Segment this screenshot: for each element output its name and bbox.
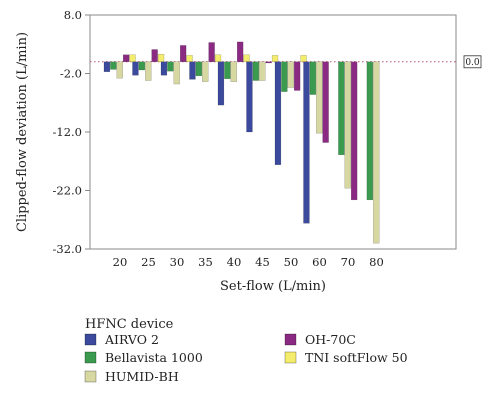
legend-item: HUMID-BH xyxy=(84,369,179,384)
bar xyxy=(167,61,174,72)
legend-label: OH-70C xyxy=(305,332,356,347)
bar xyxy=(316,61,323,134)
bar xyxy=(274,61,282,165)
x-tick-label: 70 xyxy=(341,255,356,269)
bar xyxy=(202,61,209,82)
bar xyxy=(230,61,237,82)
bar xyxy=(294,61,301,91)
bar xyxy=(217,61,225,106)
bar xyxy=(129,54,136,62)
reference-line-label-box xyxy=(463,55,482,69)
plot-frame xyxy=(89,14,457,250)
legend-swatch xyxy=(84,351,97,364)
x-tick-label: 40 xyxy=(227,255,242,269)
bar xyxy=(195,61,202,77)
x-tick-label: 20 xyxy=(113,255,128,269)
legend-item: AIRVO 2 xyxy=(84,332,159,347)
x-axis: 20 25 30 35 40 45 50 60 70 80 xyxy=(113,255,384,269)
bar xyxy=(110,61,117,70)
x-tick-label: 25 xyxy=(141,255,156,269)
bar xyxy=(252,61,259,81)
bar xyxy=(189,61,196,80)
bar xyxy=(116,61,123,79)
bar xyxy=(281,61,288,92)
legend-label: Bellavista 1000 xyxy=(105,350,203,365)
legend: HFNC device AIRVO 2 Bellavista 1000 HUMID-… xyxy=(84,317,408,384)
bar xyxy=(236,41,244,62)
bar xyxy=(338,61,345,156)
bar xyxy=(186,55,193,63)
legend-swatch xyxy=(84,333,97,346)
plot-area xyxy=(89,14,457,250)
bar xyxy=(208,42,215,62)
bar xyxy=(160,61,168,76)
bar xyxy=(259,61,266,81)
bar xyxy=(322,61,329,143)
x-tick-label: 45 xyxy=(255,255,270,269)
bar xyxy=(145,61,152,81)
bar xyxy=(303,61,310,224)
bar xyxy=(132,61,139,76)
bar xyxy=(271,55,279,63)
bars-group xyxy=(103,41,380,244)
bar xyxy=(122,54,130,62)
y-axis-title: Clipped-flow deviation (L/min) xyxy=(15,32,30,232)
reference-line-label: 0.0 xyxy=(465,58,480,68)
legend-label: AIRVO 2 xyxy=(104,332,159,347)
bar xyxy=(246,61,253,133)
bar xyxy=(265,61,272,64)
legend-item: TNI softFlow 50 xyxy=(284,350,408,365)
x-tick-label: 30 xyxy=(170,255,185,269)
bar xyxy=(366,61,373,201)
y-tick-label: -22.0 xyxy=(53,184,83,198)
x-tick-label: 50 xyxy=(284,255,299,269)
x-tick-label: 35 xyxy=(198,255,213,269)
x-axis-title: Set-flow (L/min) xyxy=(220,279,326,294)
bar xyxy=(103,61,111,72)
bar xyxy=(151,49,158,62)
y-tick-label: -2.0 xyxy=(60,67,82,81)
legend-swatch xyxy=(84,370,97,383)
y-tick-label: 8.0 xyxy=(64,8,82,22)
bar xyxy=(173,61,180,85)
bar xyxy=(214,54,222,62)
y-tick-label: -12.0 xyxy=(53,125,83,139)
legend-label: TNI softFlow 50 xyxy=(305,350,408,365)
legend-swatch xyxy=(284,351,297,364)
bar xyxy=(287,61,294,88)
bar xyxy=(243,54,250,62)
legend-item: OH-70C xyxy=(284,332,356,347)
bar xyxy=(179,45,187,62)
y-tick-label: -32.0 xyxy=(53,242,83,256)
bar xyxy=(157,53,165,62)
bar xyxy=(373,61,380,244)
bar xyxy=(224,61,231,79)
bar xyxy=(309,61,316,95)
x-tick-label: 80 xyxy=(369,255,384,269)
bar xyxy=(351,61,358,201)
legend-label: HUMID-BH xyxy=(105,369,179,384)
bar xyxy=(344,61,351,189)
y-axis: 8.0 -2.0 -12.0 -22.0 -32.0 xyxy=(53,8,90,256)
legend-item: Bellavista 1000 xyxy=(84,350,203,365)
x-tick-label: 60 xyxy=(312,255,327,269)
legend-title: HFNC device xyxy=(85,317,174,332)
bar xyxy=(138,61,145,71)
bar xyxy=(300,55,307,63)
legend-swatch xyxy=(284,333,297,346)
